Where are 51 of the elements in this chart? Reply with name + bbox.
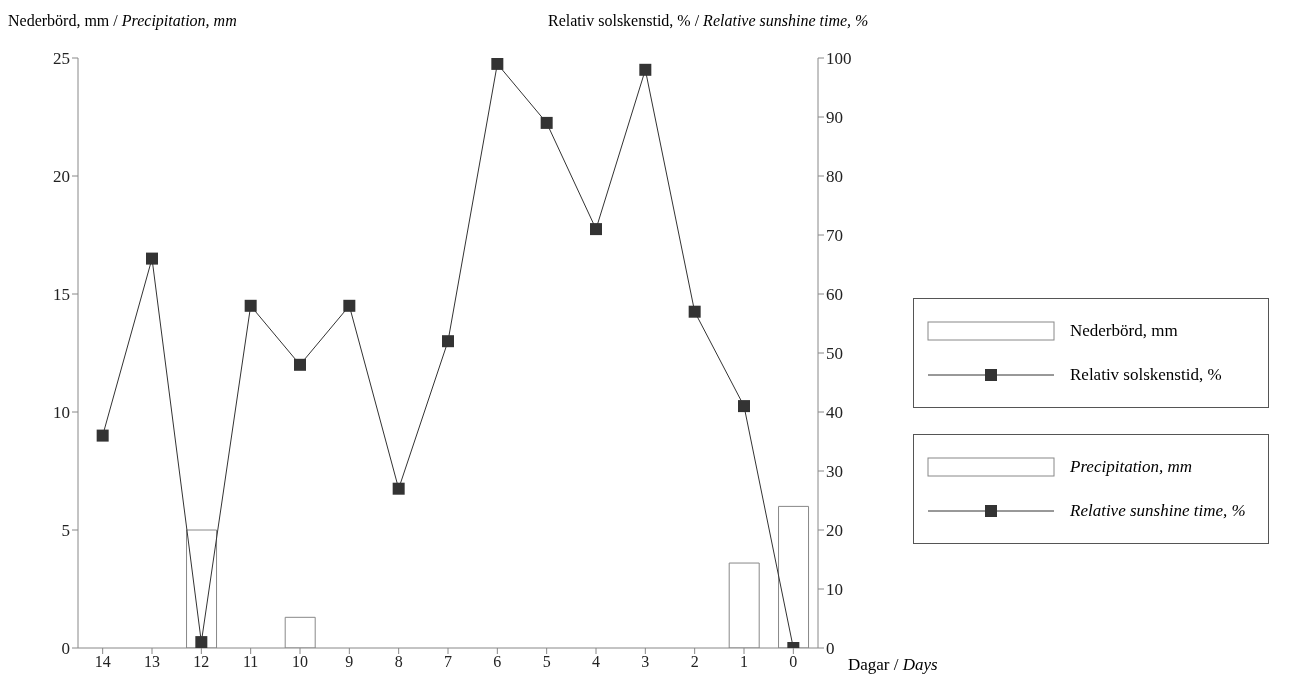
x-tick-label: 12 (193, 653, 210, 671)
y2-tick-label: 70 (826, 226, 843, 246)
y2-tick-label: 40 (826, 403, 843, 423)
point (688, 305, 701, 318)
x-tick-label: 7 (444, 653, 452, 671)
point (590, 223, 602, 236)
x-tick-label: 9 (345, 653, 354, 671)
y-tick-label: 25 (53, 49, 70, 69)
y2-tick-label: 90 (826, 108, 843, 128)
point (491, 58, 504, 70)
point (195, 636, 208, 648)
point (738, 400, 750, 413)
y2-tick-label: 80 (826, 167, 843, 187)
x-tick-label: 3 (641, 653, 650, 671)
text: Relativ solskenstid, % (1070, 365, 1222, 385)
point (343, 299, 356, 312)
y-tick-label: 20 (53, 167, 70, 187)
y2-tick-label: 30 (826, 462, 843, 482)
y2-tick-label: 10 (826, 580, 843, 600)
text: Nederbörd, mm (1070, 321, 1178, 341)
x-tick-label: 4 (592, 653, 600, 671)
y-axis-title: Nederbörd, mm / Precipitation, mm (8, 12, 237, 29)
x-tick-label: 5 (542, 653, 551, 671)
point (639, 63, 652, 76)
point (294, 358, 306, 371)
text: Precipitation, mm (1070, 457, 1193, 477)
point (540, 116, 553, 129)
x-tick-label: 0 (789, 653, 798, 671)
x-tick-label: 13 (144, 653, 160, 671)
x-tick-label: 8 (394, 653, 403, 671)
y-tick-label: 15 (53, 285, 70, 305)
y2-tick-label: 20 (826, 521, 843, 541)
point (96, 429, 109, 442)
x-tick-label: 14 (94, 653, 111, 671)
y-tick-label: 10 (53, 403, 70, 423)
point (442, 335, 454, 348)
y-tick-label: 5 (61, 521, 70, 541)
y2-axis-title: Relativ solskenstid, % / Relative sunshine time, % (548, 12, 869, 29)
x-tick-label: 1 (740, 653, 748, 671)
x-tick-label: 10 (292, 653, 308, 671)
text: Relative sunshine time, % (1070, 501, 1246, 521)
x-tick-label: 11 (242, 653, 259, 671)
y2-tick-label: 100 (826, 49, 852, 69)
x-axis-title: Dagar / Days (848, 655, 938, 674)
x-tick-label: 6 (493, 653, 502, 671)
point (146, 252, 158, 265)
x-tick-label: 2 (690, 653, 699, 671)
y2-tick-label: 50 (826, 344, 843, 364)
y2-tick-label: 60 (826, 285, 843, 305)
point (244, 299, 257, 312)
point (392, 482, 405, 495)
